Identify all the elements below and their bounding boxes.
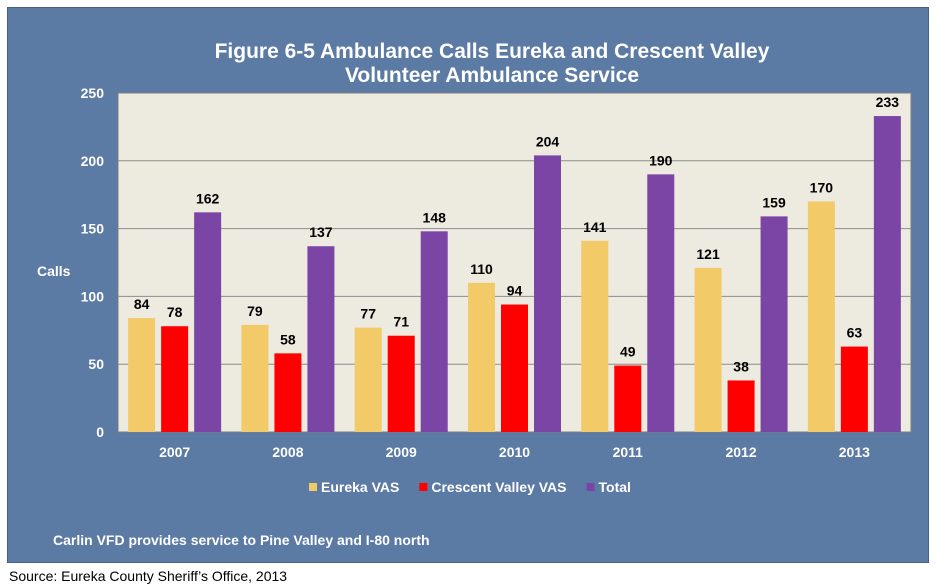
data-label: 148 <box>423 209 447 225</box>
legend: Eureka VAS Crescent Valley VAS Total <box>309 479 631 495</box>
data-label: 84 <box>134 296 150 312</box>
data-label: 94 <box>507 283 523 299</box>
chart-title-line-1: Figure 6-5 Ambulance Calls Eureka and Cr… <box>215 40 770 63</box>
x-tick-label: 2010 <box>499 444 530 460</box>
bar <box>840 346 868 432</box>
bar <box>727 380 755 432</box>
data-label: 159 <box>762 194 786 210</box>
bar <box>420 231 448 432</box>
x-tick-labels: 2007 2008 2009 2010 2011 2012 2013 <box>159 444 870 460</box>
bar <box>694 267 722 432</box>
y-tick-label: 50 <box>88 356 104 372</box>
data-labels: 84 78 162 79 58 137 77 71 148 110 94 204 141 49 190 121… <box>134 94 899 374</box>
data-label: 233 <box>876 94 900 110</box>
bar <box>387 335 415 432</box>
y-tick-label: 200 <box>81 153 105 169</box>
y-tick-label: 250 <box>81 85 105 101</box>
data-label: 38 <box>733 358 749 374</box>
x-tick-label: 2009 <box>386 444 417 460</box>
x-tick-label: 2011 <box>613 444 644 460</box>
legend-label: Crescent Valley VAS <box>431 479 566 495</box>
bar <box>581 240 609 432</box>
bar <box>161 326 189 432</box>
source-note: Source: Eureka County Sheriff’s Office, … <box>9 568 288 584</box>
legend-swatch <box>419 483 428 491</box>
data-label: 121 <box>696 246 720 262</box>
data-label: 204 <box>536 133 560 149</box>
chart-annotation: Carlin VFD provides service to Pine Vall… <box>53 532 430 548</box>
y-tick-label: 100 <box>81 288 105 304</box>
bar <box>354 327 382 432</box>
data-label: 170 <box>810 179 834 195</box>
chart-title-line-2: Volunteer Ambulance Service <box>345 64 639 87</box>
data-label: 110 <box>470 261 493 277</box>
x-tick-label: 2008 <box>272 444 303 460</box>
legend-swatch <box>309 483 317 491</box>
data-label: 162 <box>196 190 220 206</box>
bar <box>501 304 528 432</box>
data-label: 190 <box>649 152 673 168</box>
bar <box>307 246 335 432</box>
bar <box>241 324 269 432</box>
bar <box>274 353 302 432</box>
data-label: 79 <box>247 303 263 319</box>
y-tick-label: 150 <box>81 221 105 237</box>
bar <box>873 116 901 432</box>
data-label: 137 <box>309 224 333 240</box>
x-tick-label: 2007 <box>159 444 190 460</box>
y-tick-labels: 0 50 100 150 200 250 <box>81 85 105 440</box>
bar <box>128 318 156 432</box>
legend-label: Eureka VAS <box>321 479 399 495</box>
y-tick-label: 0 <box>96 424 104 440</box>
data-label: 63 <box>847 325 863 341</box>
y-axis-label: Calls <box>37 263 71 279</box>
bar <box>534 155 561 432</box>
data-label: 71 <box>393 314 409 330</box>
x-tick-label: 2012 <box>725 444 756 460</box>
bar <box>647 174 675 433</box>
bar <box>760 216 788 432</box>
bar <box>468 282 495 432</box>
chart-frame: Figure 6-5 Ambulance Calls Eureka and Cr… <box>7 7 929 563</box>
data-label: 49 <box>620 344 636 360</box>
bar <box>807 201 835 432</box>
chart: Figure 6-5 Ambulance Calls Eureka and Cr… <box>37 40 912 548</box>
data-label: 58 <box>280 331 296 347</box>
legend-label: Total <box>599 479 631 495</box>
data-label: 77 <box>360 306 376 322</box>
data-label: 141 <box>583 219 607 235</box>
x-tick-label: 2013 <box>839 444 870 460</box>
bars <box>128 116 901 433</box>
bar <box>194 212 222 432</box>
legend-swatch <box>586 483 595 491</box>
data-label: 78 <box>167 304 183 320</box>
bar <box>614 365 642 432</box>
